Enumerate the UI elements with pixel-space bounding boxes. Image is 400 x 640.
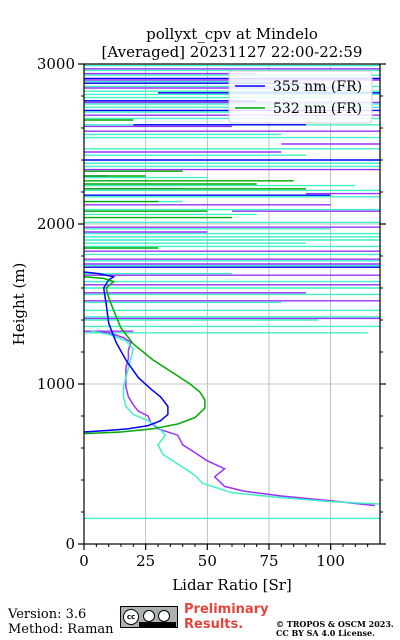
- legend-label: 355 nm (FR): [273, 79, 362, 95]
- y-tick-label: 2000: [37, 215, 75, 233]
- chart-subtitle: [Averaged] 20231127 22:00-22:59: [102, 43, 363, 61]
- x-tick-label: 0: [79, 552, 89, 570]
- method-text: Method: Raman: [8, 622, 114, 637]
- preliminary-line1: Preliminary: [184, 602, 269, 617]
- y-axis-label: Height (m): [10, 263, 28, 346]
- by-icon: [143, 610, 155, 622]
- x-tick-label: 25: [136, 552, 155, 570]
- x-axis-label: Lidar Ratio [Sr]: [172, 576, 292, 594]
- series-line: [91, 330, 381, 505]
- x-tick-label: 100: [316, 552, 345, 570]
- series-line: [83, 271, 169, 433]
- preliminary-notice: Preliminary Results.: [184, 602, 269, 632]
- y-tick-label: 1000: [37, 375, 75, 393]
- y-tick-label: 0: [65, 535, 75, 553]
- series-line: [83, 276, 206, 435]
- copyright-line2: CC BY SA 4.0 License.: [276, 628, 375, 638]
- legend-box: [228, 70, 373, 124]
- legend-label: 532 nm (FR): [273, 101, 362, 117]
- lidar-ratio-chart: pollyxt_cpv at Mindelo [Averaged] 202311…: [10, 25, 386, 594]
- sa-icon: [158, 610, 170, 622]
- plot-frame: [83, 63, 381, 545]
- cc-icon: cc: [123, 609, 139, 625]
- chart-title: pollyxt_cpv at Mindelo: [146, 25, 318, 43]
- license-bar: [139, 622, 176, 627]
- version-text: Version: 3.6: [8, 607, 87, 622]
- copyright-line1: © TROPOS & OSCM 2023.: [276, 619, 394, 629]
- cc-license-badge: cc: [120, 606, 178, 628]
- x-tick-label: 50: [198, 552, 217, 570]
- copyright-notice: © TROPOS & OSCM 2023. CC BY SA 4.0 Licen…: [276, 620, 394, 638]
- series-line: [96, 330, 376, 507]
- y-tick-label: 3000: [37, 55, 75, 73]
- x-tick-label: 75: [259, 552, 278, 570]
- preliminary-line2: Results.: [184, 617, 244, 632]
